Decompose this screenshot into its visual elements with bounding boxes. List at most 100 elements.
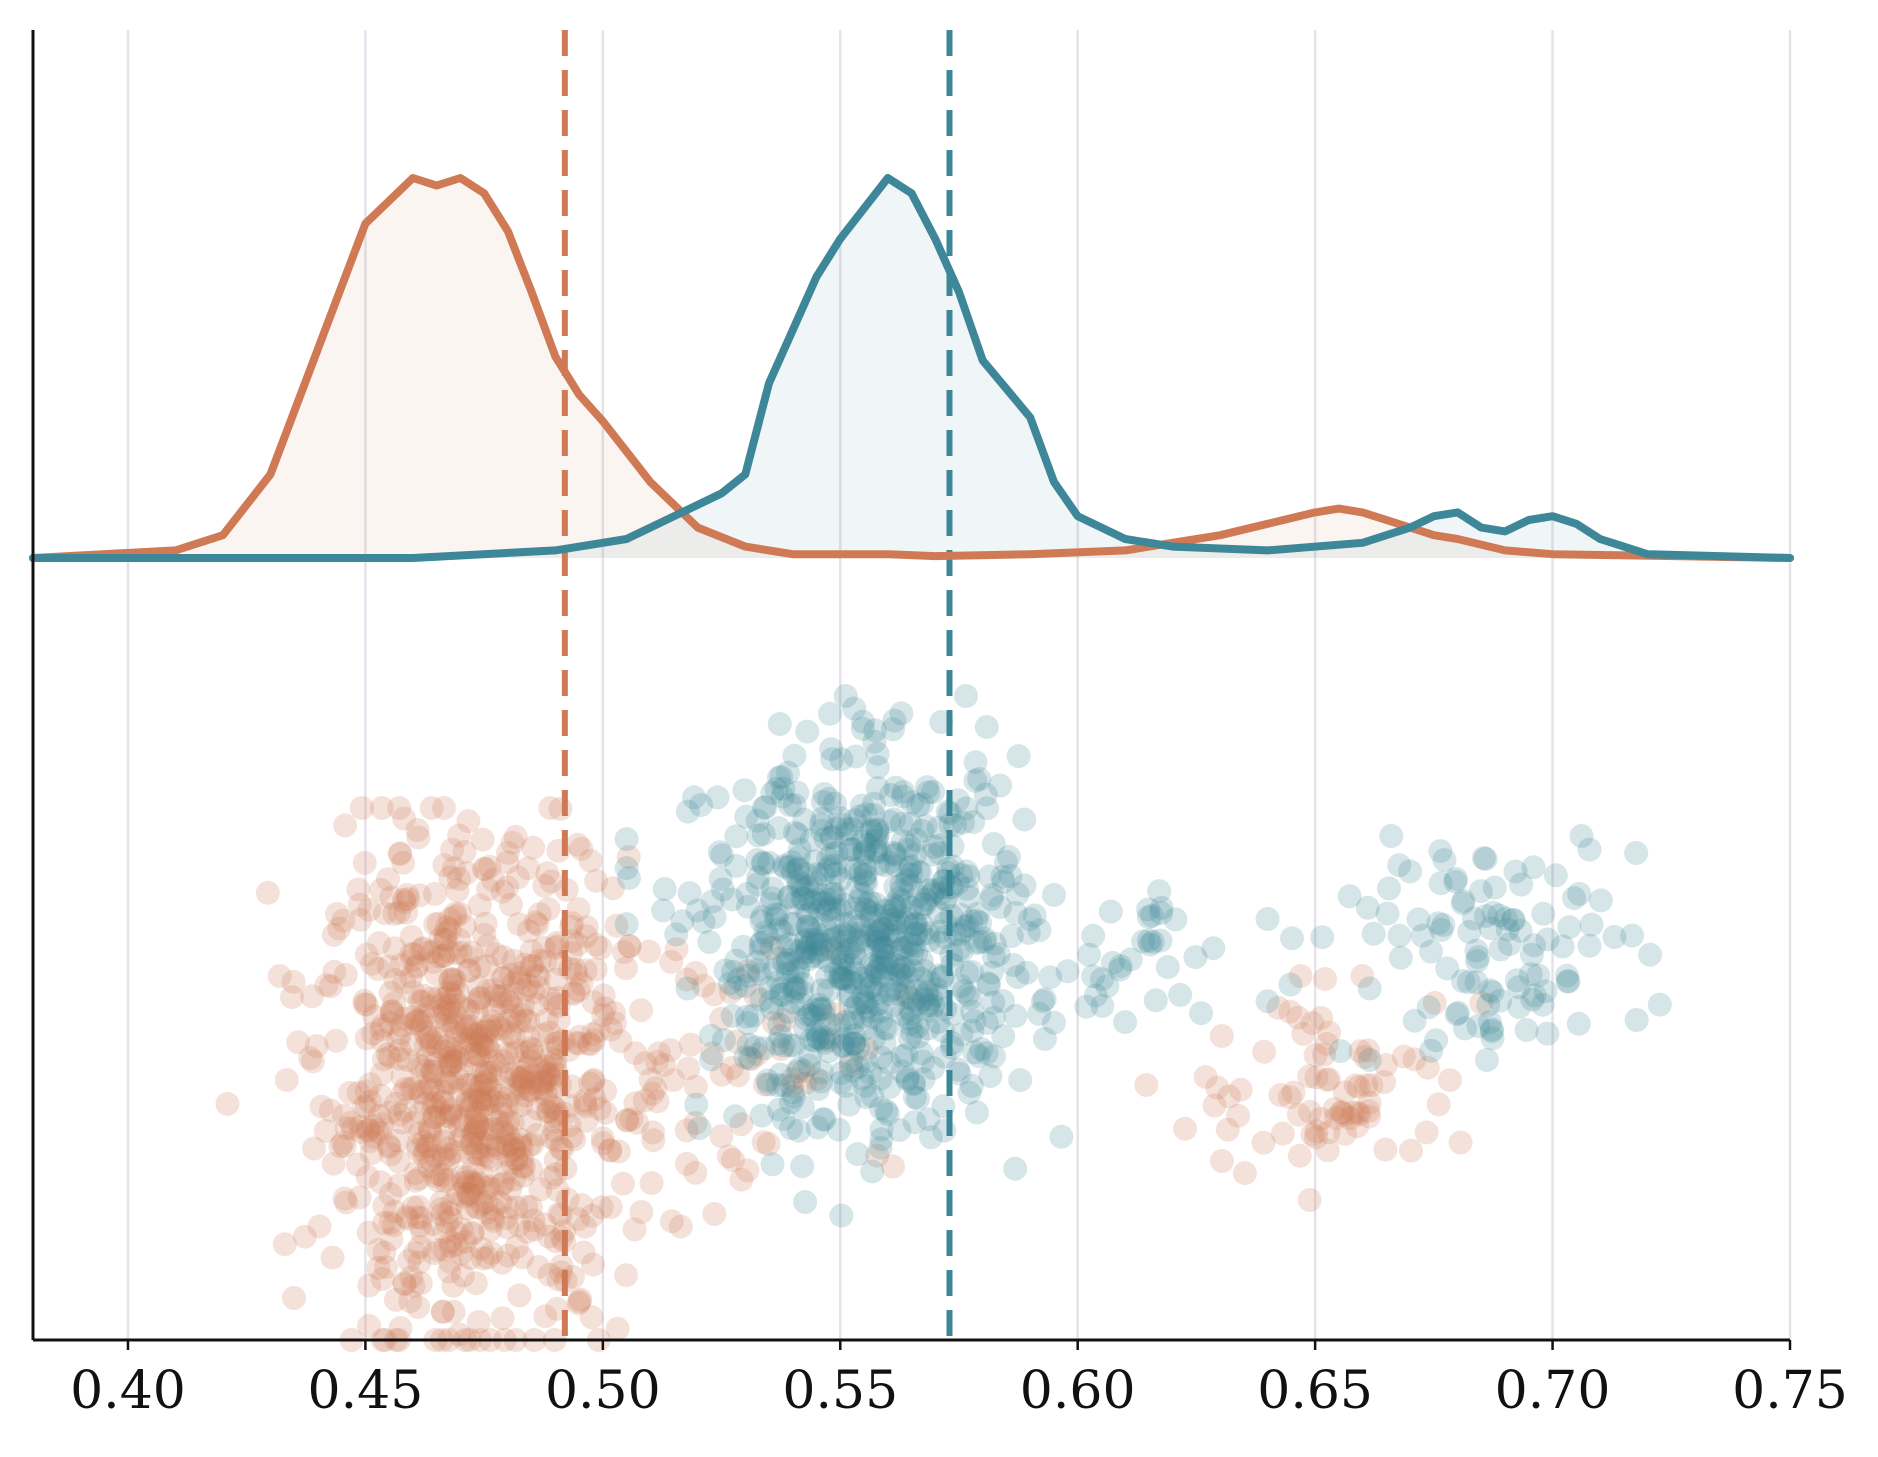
scatter-point-teal xyxy=(1466,945,1491,970)
scatter-point-orange xyxy=(382,991,407,1016)
scatter-point-teal xyxy=(787,1056,812,1081)
scatter-point-orange xyxy=(508,1132,533,1157)
scatter-point-orange xyxy=(517,1133,542,1158)
scatter-point-orange xyxy=(678,1032,703,1057)
scatter-point-teal xyxy=(850,984,875,1009)
scatter-point-teal xyxy=(769,976,794,1001)
scatter-point-teal xyxy=(884,853,909,878)
scatter-point-orange xyxy=(408,1213,433,1238)
scatter-point-orange xyxy=(477,1039,502,1064)
scatter-point-teal xyxy=(838,952,863,977)
scatter-point-teal xyxy=(862,954,887,979)
scatter-point-orange xyxy=(397,1248,422,1273)
scatter-point-orange xyxy=(400,948,424,973)
scatter-point-orange xyxy=(580,1022,605,1047)
scatter-point-teal xyxy=(799,931,823,956)
scatter-point-teal xyxy=(1450,969,1475,993)
scatter-point-teal xyxy=(816,858,841,882)
scatter-point-orange xyxy=(474,1071,499,1095)
scatter-point-teal xyxy=(1113,1010,1138,1035)
scatter-point-teal xyxy=(860,900,885,925)
scatter-point-orange xyxy=(435,1210,460,1235)
scatter-point-teal xyxy=(804,862,829,887)
scatter-point-orange xyxy=(507,965,532,990)
scatter-point-orange xyxy=(1314,1067,1339,1092)
scatter-point-teal xyxy=(961,810,986,835)
scatter-point-teal xyxy=(1055,959,1080,984)
scatter-point-orange xyxy=(346,1080,371,1105)
scatter-point-teal xyxy=(834,912,858,936)
scatter-point-teal xyxy=(745,872,770,897)
scatter-point-teal xyxy=(786,857,810,882)
scatter-point-teal xyxy=(837,969,862,994)
scatter-point-teal xyxy=(816,978,841,1003)
scatter-point-teal xyxy=(823,853,848,878)
scatter-point-teal xyxy=(817,854,842,879)
scatter-point-teal xyxy=(799,1027,824,1052)
scatter-point-orange xyxy=(352,988,377,1013)
scatter-point-orange xyxy=(405,818,430,842)
scatter-point-teal xyxy=(785,822,810,847)
scatter-point-orange xyxy=(574,915,599,940)
scatter-point-orange xyxy=(458,1043,483,1068)
scatter-point-orange xyxy=(500,1041,525,1066)
scatter-point-teal xyxy=(1410,923,1435,948)
scatter-point-orange xyxy=(533,1082,558,1107)
scatter-point-orange xyxy=(378,1011,403,1035)
scatter-point-orange xyxy=(1270,1121,1295,1146)
scatter-point-orange xyxy=(584,868,609,893)
scatter-point-teal xyxy=(894,910,919,935)
scatter-point-orange xyxy=(507,961,532,986)
scatter-point-orange xyxy=(467,1142,492,1167)
scatter-point-teal xyxy=(951,919,976,944)
x-tick-label: 0.70 xyxy=(1495,1361,1611,1421)
scatter-point-orange xyxy=(407,989,432,1014)
scatter-point-orange xyxy=(354,942,379,967)
scatter-point-orange xyxy=(854,1037,879,1062)
scatter-point-orange xyxy=(372,1211,397,1235)
scatter-point-orange xyxy=(639,1171,664,1196)
scatter-point-orange xyxy=(403,1168,428,1193)
scatter-point-teal xyxy=(811,1002,836,1027)
scatter-point-teal xyxy=(808,997,833,1022)
scatter-point-teal xyxy=(785,780,810,805)
scatter-point-orange xyxy=(599,1017,624,1042)
scatter-point-orange xyxy=(593,1079,618,1104)
scatter-point-teal xyxy=(922,834,947,859)
scatter-point-teal xyxy=(881,843,906,868)
scatter-point-teal xyxy=(731,934,756,959)
scatter-point-teal xyxy=(831,944,856,969)
scatter-point-teal xyxy=(887,1118,912,1142)
scatter-point-orange xyxy=(436,1000,461,1025)
scatter-point-teal xyxy=(881,951,906,976)
scatter-point-teal xyxy=(881,898,906,923)
scatter-point-orange xyxy=(1251,1130,1276,1155)
scatter-point-orange xyxy=(352,1094,377,1119)
scatter-point-orange xyxy=(441,987,466,1012)
scatter-point-orange xyxy=(519,954,544,979)
scatter-point-orange xyxy=(494,1206,519,1230)
scatter-point-teal xyxy=(1136,928,1161,953)
scatter-point-orange xyxy=(675,967,699,992)
scatter-point-teal xyxy=(836,983,861,1008)
scatter-point-teal xyxy=(900,1020,924,1045)
scatter-point-teal xyxy=(830,813,855,837)
scatter-point-teal xyxy=(1005,882,1030,907)
scatter-point-teal xyxy=(806,993,831,1017)
scatter-point-teal xyxy=(745,958,770,982)
scatter-point-orange xyxy=(434,1034,459,1059)
scatter-point-orange xyxy=(415,1044,440,1069)
scatter-point-teal xyxy=(684,1092,709,1117)
scatter-point-teal xyxy=(858,904,883,929)
scatter-point-teal xyxy=(836,924,861,949)
scatter-point-teal xyxy=(790,886,815,911)
scatter-point-orange xyxy=(458,1073,483,1097)
scatter-point-teal xyxy=(927,833,952,858)
scatter-point-teal xyxy=(717,971,742,996)
scatter-point-orange xyxy=(477,854,502,879)
scatter-point-teal xyxy=(765,1031,790,1056)
scatter-point-teal xyxy=(749,908,774,933)
scatter-point-orange xyxy=(359,1141,384,1166)
scatter-point-orange xyxy=(459,1143,484,1168)
scatter-point-orange xyxy=(453,1174,478,1199)
